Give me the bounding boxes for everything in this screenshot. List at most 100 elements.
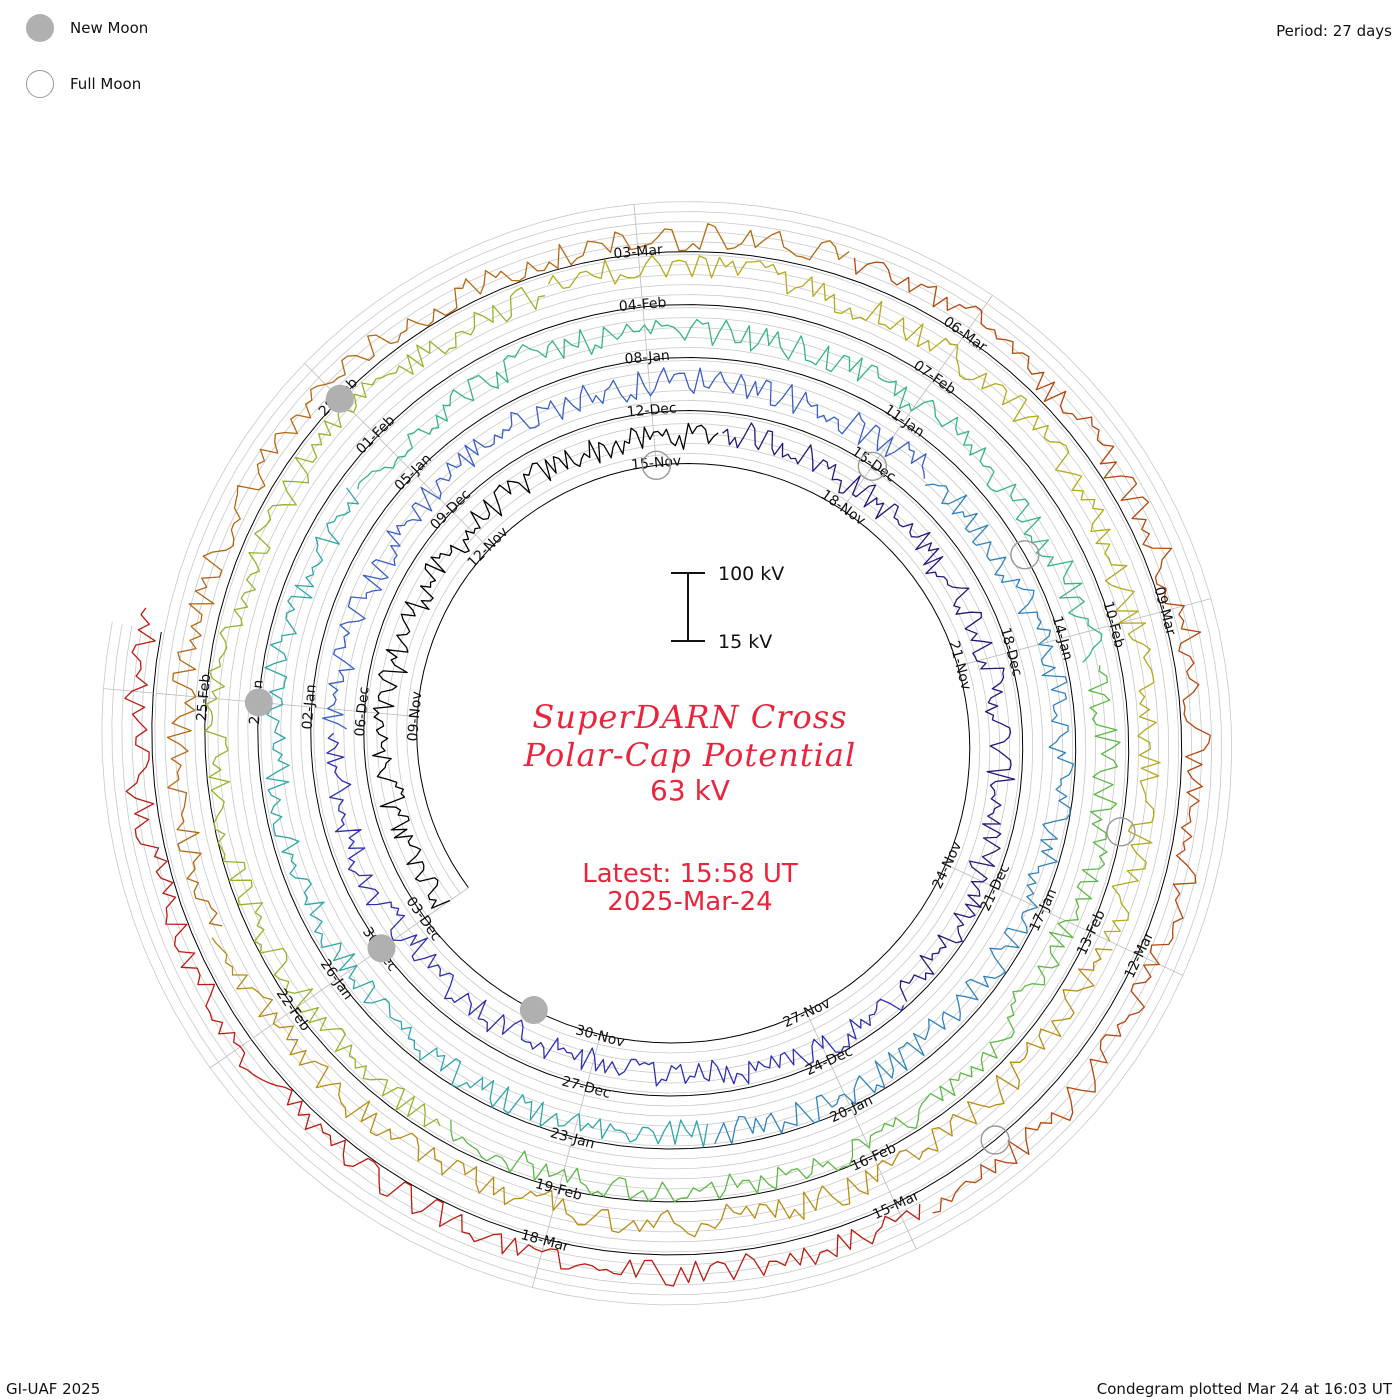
date-label: 19-Feb	[534, 1176, 584, 1204]
grid-spoke	[156, 692, 207, 699]
trace-segment	[547, 255, 1161, 942]
date-label: 06-Mar	[940, 314, 990, 356]
moon-markers	[244, 384, 1136, 1155]
grid-spoke	[651, 415, 657, 466]
grid-spoke	[1162, 598, 1212, 612]
grid-spoke	[367, 711, 418, 717]
date-label: 24-Dec	[803, 1043, 855, 1079]
grid-spoke	[531, 1239, 546, 1288]
grid-spoke	[103, 688, 154, 694]
trace-segment	[166, 223, 850, 927]
grid-spoke	[1060, 625, 1109, 640]
date-label: 15-Mar	[870, 1188, 922, 1223]
new-moon-marker	[244, 688, 273, 717]
trace-segment	[326, 732, 905, 1087]
grid-spoke	[850, 1107, 873, 1154]
new-moon-marker	[519, 996, 548, 1025]
date-label: 18-Dec	[997, 626, 1025, 678]
grid-spoke	[1041, 909, 1088, 931]
footer-credit: GI-UAF 2025	[6, 1380, 101, 1398]
legend-new-moon: New Moon	[26, 14, 148, 42]
grid-spoke	[209, 1038, 252, 1069]
full-moon-marker	[1106, 817, 1136, 847]
date-label: 23-Jan	[548, 1125, 596, 1152]
period-label: Period: 27 days	[1276, 22, 1392, 40]
date-label: 09-Mar	[1150, 585, 1178, 637]
date-label: 11-Jan	[881, 402, 927, 441]
date-label: 03-Mar	[613, 242, 664, 262]
trace-segment	[322, 367, 927, 730]
footer-plotted: Condegram plotted Mar 24 at 16:03 UT	[1096, 1380, 1392, 1398]
date-label: 07-Feb	[910, 358, 958, 399]
grid-spoke	[296, 978, 339, 1008]
grid-spoke	[957, 652, 1007, 667]
trace-segment	[204, 286, 546, 1128]
legend-full-moon: Full Moon	[26, 70, 141, 98]
current-value: 63 kV	[650, 774, 730, 807]
date-label: 25-Feb	[194, 673, 214, 722]
trace-segment	[124, 607, 921, 1287]
grid-spoke	[379, 438, 416, 475]
date-label: 15-Nov	[631, 453, 682, 473]
date-label: 12-Dec	[626, 400, 677, 420]
grid-spiral	[111, 211, 1223, 1296]
full-moon-marker	[641, 450, 672, 481]
date-label: 27-Nov	[781, 995, 833, 1031]
grid-spoke	[894, 1203, 917, 1250]
trace-segment	[450, 665, 1121, 1203]
grid-spoke	[805, 1011, 828, 1057]
grid-spoke	[545, 1187, 560, 1237]
scale-bar	[671, 572, 705, 642]
date-label: 21-Nov	[946, 639, 974, 692]
new-moon-label: New Moon	[70, 19, 149, 37]
grid-spiral	[101, 201, 1233, 1306]
grid-spoke	[963, 295, 993, 337]
latest-time: Latest: 15:58 UT	[582, 859, 798, 889]
grid-spoke	[1008, 639, 1058, 653]
grid-spiral	[121, 221, 1213, 1286]
date-label: 06-Dec	[352, 686, 372, 737]
trace-segment	[722, 422, 1016, 1002]
full-moon-marker	[980, 1125, 1010, 1155]
trace-segment	[211, 937, 1113, 1238]
date-label: 02-Jan	[300, 684, 320, 730]
latest-date: 2025-Mar-24	[607, 887, 773, 917]
date-label: 13-Feb	[1074, 908, 1109, 958]
data-trace	[124, 223, 1211, 1287]
grid-spoke	[827, 1059, 850, 1105]
scale-bottom-label: 15 kV	[718, 631, 773, 653]
trace-segment	[372, 422, 719, 909]
grid-spoke	[559, 1136, 574, 1186]
chart-title-line1: SuperDARN Cross	[532, 698, 848, 736]
date-label: 04-Feb	[618, 295, 667, 315]
date-label: 08-Jan	[624, 348, 670, 368]
date-label: 26-Jan	[317, 957, 356, 1003]
grid-spoke	[638, 257, 644, 307]
trace-segment	[264, 487, 709, 1148]
grid-spoke	[453, 513, 490, 550]
grid-spoke	[416, 475, 453, 512]
full-moon-marker	[1010, 540, 1040, 570]
trace-segment	[357, 318, 1103, 663]
grid-spoke	[647, 362, 653, 413]
date-label: 14-Jan	[1049, 614, 1076, 662]
grid-spoke	[872, 1155, 895, 1202]
full-moon-marker	[857, 451, 888, 481]
grid-spiral	[131, 231, 1203, 1276]
grid-spoke	[993, 886, 1040, 909]
scale-top-label: 100 kV	[718, 563, 785, 585]
date-label: 09-Nov	[405, 691, 425, 742]
grid-spoke	[841, 468, 871, 510]
chart-title-line2: Polar-Cap Potential	[523, 736, 857, 774]
grid-spoke	[872, 425, 902, 467]
date-label: 27-Dec	[560, 1073, 612, 1101]
grid-spoke	[573, 1085, 588, 1135]
grid-spoke	[633, 204, 639, 255]
trace-segment	[714, 483, 1075, 1145]
grid-spiral	[141, 241, 1193, 1266]
date-label: 10-Feb	[1099, 600, 1127, 650]
full-moon-label: Full Moon	[70, 75, 142, 93]
date-label: 16-Feb	[849, 1140, 899, 1175]
full-moon-icon	[26, 70, 54, 98]
